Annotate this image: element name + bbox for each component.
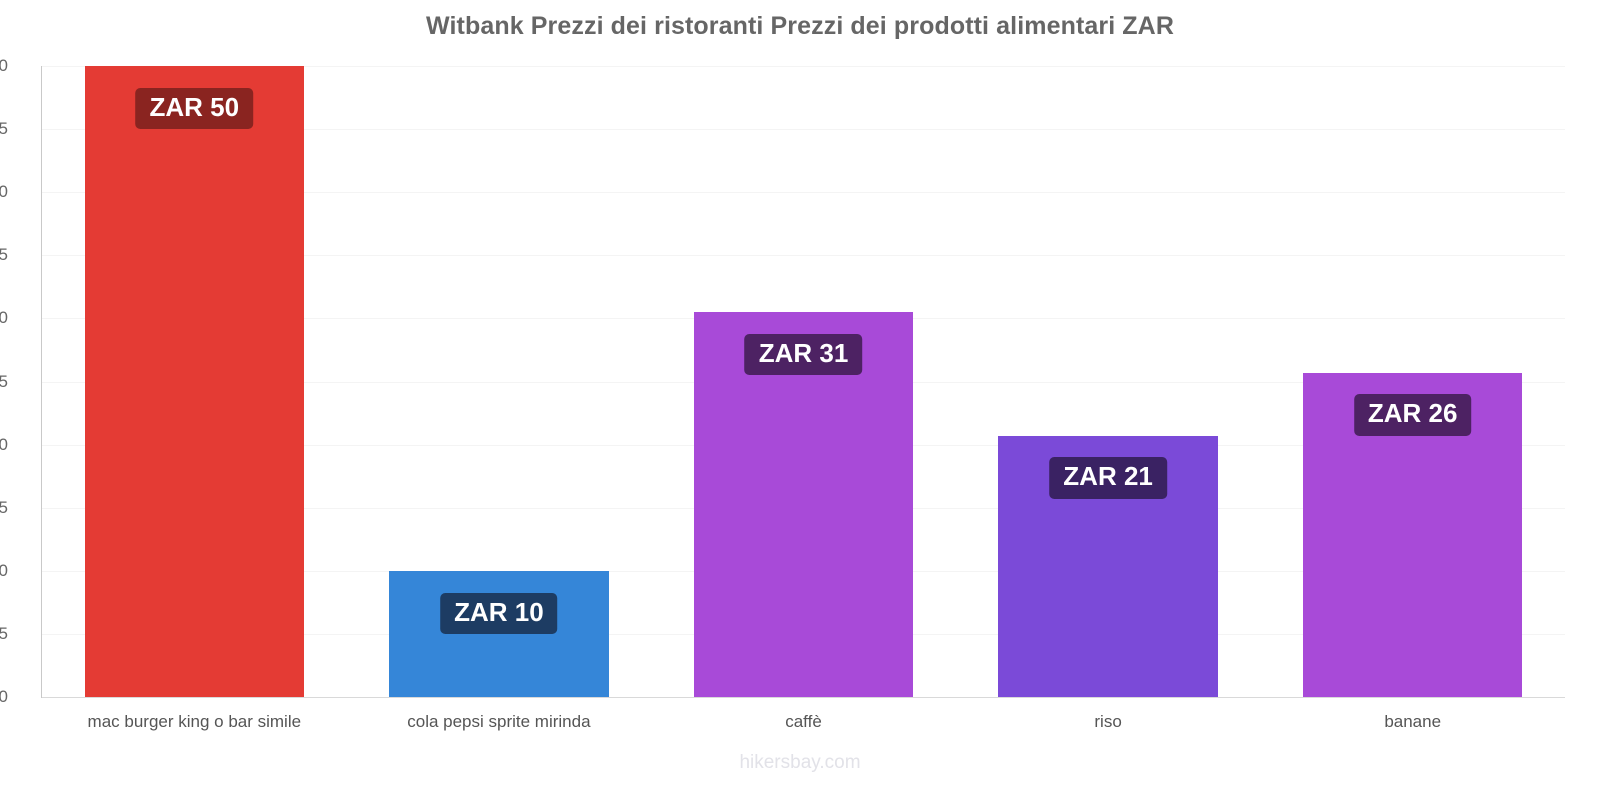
bar[interactable] [389,570,609,697]
y-axis-tick-label: 50 [0,56,8,75]
y-axis-tick-label: 20 [0,434,8,454]
bar[interactable] [84,66,304,697]
y-axis-tick-label: 40 [0,182,8,202]
y-axis-tick-label: 15 [0,497,8,517]
x-axis-tick-label: banane [1384,712,1442,731]
bar-value-label: ZAR 26 [1353,394,1472,436]
bar-value-label: ZAR 31 [744,333,863,376]
x-axis-tick-labels: mac burger king o bar simile cola pepsi s… [42,697,1565,757]
bar[interactable] [693,312,914,697]
y-axis-tick-label: 10 [0,560,8,580]
plot-area: ZAR 50 ZAR 10 ZAR 31 ZAR 21 ZAR 26 [42,66,1565,698]
y-axis-line [41,66,42,698]
y-axis-tick-label: 35 [0,245,8,265]
gridline [42,697,1565,698]
gridline [42,66,1565,67]
bar-group[interactable]: ZAR 10 [389,66,609,697]
y-axis-tick-label: 25 [0,371,8,391]
gridline [42,255,1565,257]
bar-group[interactable]: ZAR 50 [84,66,304,697]
y-axis-tick-labels: 0 5 10 15 20 25 30 35 40 45 50 [0,0,42,800]
bar-group[interactable]: ZAR 26 [1303,66,1523,697]
y-axis-tick-label: 45 [0,119,8,139]
bar-value-label: ZAR 21 [1049,457,1167,499]
gridline [42,129,1565,131]
gridline [42,192,1565,194]
x-axis-tick-label: mac burger king o bar simile [87,712,302,731]
bar-value-label: ZAR 10 [440,592,558,634]
bar-group[interactable]: ZAR 31 [693,66,914,697]
y-axis-tick-label: 30 [0,308,8,328]
x-axis-tick-label: riso [1094,712,1122,731]
chart-title: Witbank Prezzi dei ristoranti Prezzi dei… [426,12,1174,40]
x-axis-tick-label: caffè [785,712,822,731]
footer-credit: hikersbay.com [739,752,861,773]
bar-group[interactable]: ZAR 21 [998,66,1218,697]
bar-value-label: ZAR 50 [135,87,254,129]
x-axis-tick-label: cola pepsi sprite mirinda [407,712,591,731]
y-axis-tick-label: 0 [0,687,8,706]
y-axis-tick-label: 5 [0,623,8,643]
